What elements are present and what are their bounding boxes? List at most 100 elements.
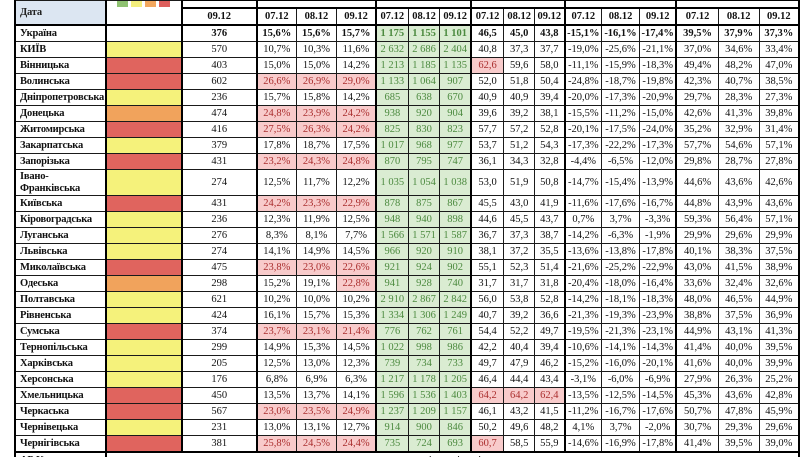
positivity-cell[interactable]: 10,2% — [256, 291, 298, 308]
positivity-cell[interactable]: 24,5% — [296, 435, 337, 453]
date-column-header[interactable]: 07.12 — [564, 7, 603, 26]
bed-occupancy-cell[interactable]: 32,8 — [534, 153, 566, 170]
positivity-cell[interactable]: 11,6% — [335, 41, 378, 58]
dynamics-cell[interactable]: -12,0% — [638, 153, 678, 170]
region-name-cell[interactable]: Тернопільська — [14, 339, 108, 356]
zone-color-cell[interactable] — [105, 227, 183, 244]
cases-cell[interactable]: 968 — [407, 137, 441, 154]
bed-occupancy-cell[interactable]: 44,6 — [470, 211, 505, 228]
bed-occupancy-cell[interactable]: 37,7 — [534, 41, 566, 58]
bed-occupancy-cell[interactable]: 40,8 — [470, 41, 505, 58]
hospitalizations-cell[interactable]: 379 — [181, 137, 258, 154]
region-name-cell[interactable]: Львівська — [14, 243, 108, 260]
dynamics-cell[interactable]: -15,1% — [564, 24, 603, 42]
share-cell[interactable]: 29,6% — [758, 419, 800, 436]
share-cell[interactable]: 44,8% — [675, 195, 719, 212]
share-cell[interactable]: 59,3% — [675, 211, 719, 228]
cases-cell[interactable]: 685 — [375, 89, 409, 106]
share-cell[interactable]: 42,6% — [758, 169, 800, 196]
cases-cell[interactable]: 2 686 — [407, 41, 441, 58]
bed-occupancy-cell[interactable]: 39,2 — [503, 307, 536, 324]
region-name-cell[interactable]: Миколаївська — [14, 259, 108, 276]
share-cell[interactable]: 39,5% — [675, 24, 719, 42]
share-cell[interactable]: 42,8% — [758, 387, 800, 404]
hospitalizations-cell[interactable]: 403 — [181, 57, 258, 74]
region-name-cell[interactable]: Вінницька — [14, 57, 108, 74]
share-cell[interactable]: 28,3% — [717, 89, 760, 106]
share-cell[interactable]: 27,8% — [758, 153, 800, 170]
share-cell[interactable]: 44,6% — [675, 169, 719, 196]
bed-occupancy-cell[interactable]: 50,8 — [534, 169, 566, 196]
dynamics-cell[interactable]: -4,4% — [564, 153, 603, 170]
cases-cell[interactable]: 693 — [439, 435, 472, 453]
bed-occupancy-cell[interactable]: 38,1 — [470, 243, 505, 260]
date-column-header[interactable]: 09.12 — [534, 7, 566, 26]
dynamics-cell[interactable]: -10,6% — [564, 339, 603, 356]
positivity-cell[interactable]: 16,1% — [256, 307, 298, 324]
cases-cell[interactable]: 1 064 — [407, 73, 441, 90]
cases-cell[interactable]: 977 — [439, 137, 472, 154]
dynamics-cell[interactable]: -17,6% — [601, 195, 640, 212]
cases-cell[interactable]: 733 — [439, 355, 472, 372]
zone-color-cell[interactable] — [105, 211, 183, 228]
region-name-cell[interactable]: Сумська — [14, 323, 108, 340]
bed-occupancy-cell[interactable]: 45,5 — [503, 211, 536, 228]
bed-occupancy-cell[interactable]: 46,2 — [534, 355, 566, 372]
share-cell[interactable]: 41,3% — [758, 323, 800, 340]
bed-occupancy-cell[interactable]: 43,4 — [534, 371, 566, 388]
zone-color-cell[interactable] — [105, 137, 183, 154]
share-cell[interactable]: 40,0% — [717, 355, 760, 372]
dynamics-cell[interactable]: -14,7% — [564, 169, 603, 196]
date-column-header[interactable]: 08.12 — [717, 7, 760, 26]
positivity-cell[interactable]: 23,0% — [296, 259, 337, 276]
cases-cell[interactable]: 966 — [375, 243, 409, 260]
cases-cell[interactable]: 986 — [439, 339, 472, 356]
cases-cell[interactable]: 1 403 — [439, 387, 472, 404]
bed-occupancy-cell[interactable]: 42,2 — [470, 339, 505, 356]
region-name-cell[interactable]: Закарпатська — [14, 137, 108, 154]
cases-cell[interactable]: 1 571 — [407, 227, 441, 244]
bed-occupancy-cell[interactable]: 54,3 — [534, 137, 566, 154]
positivity-cell[interactable]: 15,6% — [296, 24, 337, 42]
zone-color-cell[interactable] — [105, 339, 183, 356]
share-cell[interactable]: 31,4% — [758, 121, 800, 138]
share-cell[interactable]: 38,5% — [758, 73, 800, 90]
cases-cell[interactable]: 920 — [407, 105, 441, 122]
region-name-cell[interactable]: Херсонська — [14, 371, 108, 388]
hospitalizations-cell[interactable]: 276 — [181, 227, 258, 244]
dynamics-cell[interactable]: -17,3% — [638, 137, 678, 154]
bed-occupancy-cell[interactable]: 31,7 — [503, 275, 536, 292]
positivity-cell[interactable]: 12,3% — [335, 355, 378, 372]
dynamics-cell[interactable]: -20,1% — [638, 355, 678, 372]
zone-color-cell[interactable] — [105, 307, 183, 324]
cases-cell[interactable]: 1 035 — [375, 169, 409, 196]
dynamics-cell[interactable]: -1,9% — [638, 227, 678, 244]
cases-cell[interactable]: 734 — [407, 355, 441, 372]
cases-cell[interactable]: 739 — [375, 355, 409, 372]
dynamics-cell[interactable]: -14,2% — [564, 227, 603, 244]
zone-color-cell[interactable] — [105, 121, 183, 138]
date-column-header[interactable]: 08.12 — [296, 7, 337, 26]
dynamics-cell[interactable]: 0,7% — [564, 211, 603, 228]
cases-cell[interactable]: 1 217 — [375, 371, 409, 388]
bed-occupancy-cell[interactable]: 52,0 — [470, 73, 505, 90]
hospitalizations-cell[interactable]: 621 — [181, 291, 258, 308]
positivity-cell[interactable]: 15,3% — [335, 307, 378, 324]
dynamics-cell[interactable]: -22,9% — [638, 259, 678, 276]
cases-cell[interactable]: 735 — [375, 435, 409, 453]
dynamics-cell[interactable]: -6,9% — [638, 371, 678, 388]
dynamics-cell[interactable]: -20,4% — [564, 275, 603, 292]
bed-occupancy-cell[interactable]: 52,8 — [534, 121, 566, 138]
positivity-cell[interactable]: 23,5% — [296, 403, 337, 420]
share-cell[interactable]: 33,6% — [675, 275, 719, 292]
bed-occupancy-cell[interactable]: 40,4 — [503, 339, 536, 356]
bed-occupancy-cell[interactable]: 36,7 — [470, 227, 505, 244]
share-cell[interactable]: 29,8% — [675, 153, 719, 170]
share-cell[interactable]: 41,6% — [675, 355, 719, 372]
cases-cell[interactable]: 846 — [439, 419, 472, 436]
date-column-header[interactable]: 07.12 — [375, 7, 409, 26]
hospitalizations-cell[interactable]: 299 — [181, 339, 258, 356]
dynamics-cell[interactable]: -14,1% — [601, 339, 640, 356]
positivity-cell[interactable]: 23,1% — [296, 323, 337, 340]
dynamics-cell[interactable]: -19,3% — [601, 307, 640, 324]
